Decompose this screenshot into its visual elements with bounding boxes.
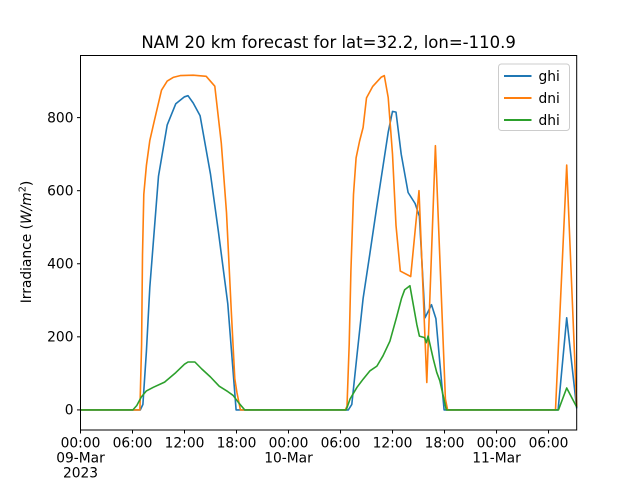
- legend-box: [498, 63, 570, 131]
- series-line-dhi: [80, 284, 578, 411]
- x-tick-date-label: 11-Mar: [472, 451, 521, 467]
- x-tick-label: 12:00: [373, 436, 413, 452]
- x-tick-label: 18:00: [217, 436, 257, 452]
- x-tick-date-label: 10-Mar: [264, 451, 313, 467]
- x-tick-label: 18:00: [425, 436, 465, 452]
- x-tick-label: 00:00: [61, 436, 101, 452]
- y-tick-label: 400: [47, 257, 73, 273]
- x-tick-label: 06:00: [113, 436, 153, 452]
- y-axis-label: Irradiance (W/m2): [18, 181, 36, 304]
- x-tick-label: 12:00: [165, 436, 205, 452]
- chart-title: NAM 20 km forecast for lat=32.2, lon=-11…: [141, 33, 516, 52]
- legend-label-dni: dni: [539, 91, 560, 107]
- x-tick-year-label: 2023: [63, 466, 98, 480]
- y-tick-label: 0: [65, 403, 74, 419]
- series-line-ghi: [80, 94, 578, 411]
- plot-border: [80, 55, 578, 431]
- series-line-dni: [80, 74, 578, 411]
- y-tick-label: 600: [47, 183, 73, 199]
- y-axis: 0 200 400 600 800: [47, 110, 81, 419]
- legend-label-dhi: dhi: [539, 113, 560, 129]
- x-tick-label: 06:00: [321, 436, 361, 452]
- y-tick-label: 200: [47, 330, 73, 346]
- y-tick-label: 800: [47, 110, 73, 126]
- series-layer: [80, 74, 578, 411]
- x-tick-label: 06:00: [529, 436, 569, 452]
- x-tick-label: 00:00: [477, 436, 517, 452]
- legend-label-ghi: ghi: [539, 69, 560, 85]
- x-tick-date-label: 09-Mar: [56, 451, 105, 467]
- x-tick-label: 00:00: [269, 436, 309, 452]
- legend: ghi dni dhi: [498, 63, 570, 131]
